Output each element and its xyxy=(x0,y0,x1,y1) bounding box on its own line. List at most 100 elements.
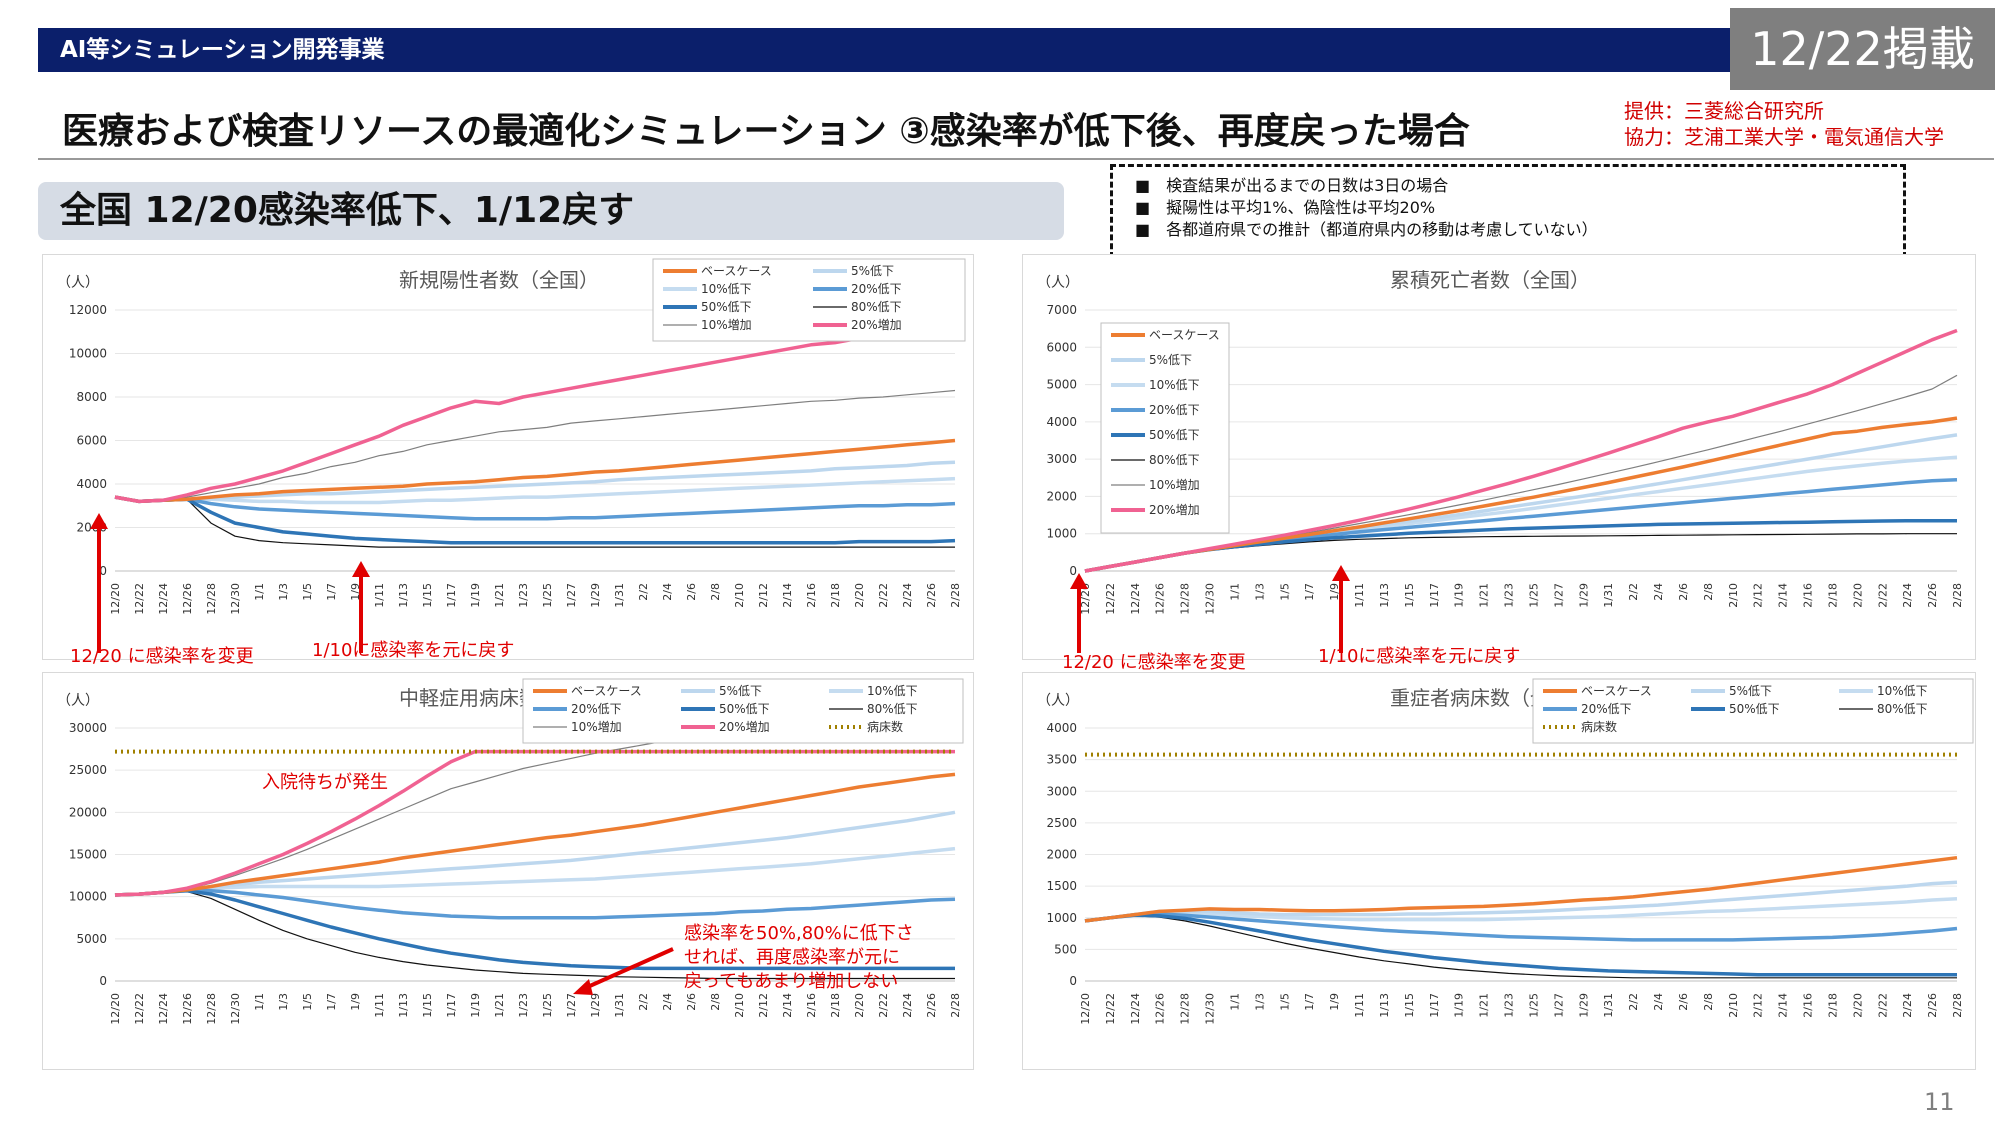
y-tick-label: 30000 xyxy=(69,721,107,735)
legend-label: 20%低下 xyxy=(1581,702,1632,716)
legend-label: 5%低下 xyxy=(719,684,762,698)
red-arrowhead xyxy=(352,561,370,577)
legend-label: 20%低下 xyxy=(1149,403,1200,417)
series-line xyxy=(114,496,955,548)
x-tick-label: 2/14 xyxy=(1777,583,1790,608)
legend-box xyxy=(652,258,966,342)
x-tick-label: 1/3 xyxy=(1253,583,1266,601)
x-tick-label: 1/11 xyxy=(373,993,386,1018)
x-tick-label: 2/28 xyxy=(949,993,962,1018)
chart-title: 累積死亡者数（全国） xyxy=(1390,268,1590,292)
x-tick-label: 2/4 xyxy=(1652,583,1665,601)
x-tick-label: 2/28 xyxy=(949,583,962,608)
x-tick-label: 12/28 xyxy=(1179,993,1192,1025)
x-tick-label: 2/18 xyxy=(829,583,842,608)
x-tick-label: 2/16 xyxy=(1802,993,1815,1018)
series-line xyxy=(114,846,956,897)
x-tick-label: 1/3 xyxy=(277,993,290,1011)
x-tick-label: 12/20 xyxy=(109,993,122,1025)
y-tick-label: 7000 xyxy=(1046,303,1077,317)
annotation-change-date: 12/20 に感染率を変更 xyxy=(70,646,254,667)
legend-box xyxy=(1532,678,1974,744)
x-tick-label: 2/4 xyxy=(661,583,674,601)
x-tick-label: 1/5 xyxy=(301,993,314,1011)
legend-label: 10%増加 xyxy=(701,318,752,332)
legend-label: 80%低下 xyxy=(1149,453,1200,467)
credit-provider: 提供：三菱総合研究所 xyxy=(1624,99,1824,123)
x-tick-label: 1/1 xyxy=(1228,993,1241,1011)
x-tick-label: 1/11 xyxy=(373,583,386,608)
x-tick-label: 1/23 xyxy=(1503,583,1516,608)
legend-label: ベースケース xyxy=(571,684,642,698)
legend-label: 50%低下 xyxy=(701,300,752,314)
x-tick-label: 1/15 xyxy=(1403,583,1416,608)
y-tick-label: 12000 xyxy=(69,303,107,317)
title-divider xyxy=(38,158,1994,160)
x-tick-label: 1/21 xyxy=(1478,993,1491,1018)
x-tick-label: 2/24 xyxy=(1901,993,1914,1018)
series-line xyxy=(114,389,956,502)
y-tick-label: 15000 xyxy=(69,848,107,862)
series-line xyxy=(114,460,956,504)
x-tick-label: 1/15 xyxy=(421,993,434,1018)
y-tick-label: 10000 xyxy=(69,347,107,361)
x-tick-label: 2/14 xyxy=(1777,993,1790,1018)
annotation-restore-date: 1/10に感染率を元に戻す xyxy=(312,640,515,661)
y-tick-label: 6000 xyxy=(76,434,107,448)
series-line xyxy=(114,495,956,521)
x-tick-label: 1/17 xyxy=(1428,583,1441,608)
x-tick-label: 2/6 xyxy=(1677,993,1690,1011)
y-tick-label: 0 xyxy=(1069,564,1077,578)
x-tick-label: 1/7 xyxy=(1303,583,1316,601)
x-tick-label: 1/19 xyxy=(469,993,482,1018)
red-arrowhead xyxy=(90,513,108,529)
note-item: ■ 擬陽性は平均1%、偽陰性は平均20% xyxy=(1135,198,1436,217)
x-tick-label: 1/13 xyxy=(1378,993,1391,1018)
x-tick-label: 2/6 xyxy=(685,583,698,601)
x-tick-label: 2/6 xyxy=(685,993,698,1011)
legend-label: 50%低下 xyxy=(1149,428,1200,442)
x-tick-label: 1/23 xyxy=(517,583,530,608)
page-title: 医療および検査リソースの最適化シミュレーション ③感染率が低下後、再度戻った場合 xyxy=(62,111,1470,152)
x-tick-label: 12/24 xyxy=(157,993,170,1025)
x-tick-label: 2/4 xyxy=(661,993,674,1011)
y-tick-label: 0 xyxy=(1069,974,1077,988)
program-banner: AI等シミュレーション開発事業 xyxy=(38,28,1738,72)
x-tick-label: 1/5 xyxy=(1278,993,1291,1011)
legend-label: 10%低下 xyxy=(1149,378,1200,392)
y-tick-label: 10000 xyxy=(69,890,107,904)
x-tick-label: 2/22 xyxy=(1876,583,1889,608)
x-tick-label: 2/18 xyxy=(1826,583,1839,608)
x-tick-label: 2/6 xyxy=(1677,583,1690,601)
x-tick-label: 2/16 xyxy=(805,993,818,1018)
x-tick-label: 2/28 xyxy=(1951,583,1964,608)
x-tick-label: 1/3 xyxy=(277,583,290,601)
x-tick-label: 1/25 xyxy=(1527,583,1540,608)
legend-label: 80%低下 xyxy=(851,300,902,314)
x-tick-label: 1/19 xyxy=(1453,993,1466,1018)
x-tick-label: 1/15 xyxy=(421,583,434,608)
y-tick-label: 2000 xyxy=(1046,489,1077,503)
x-tick-label: 1/27 xyxy=(565,583,578,608)
y-tick-label: 3000 xyxy=(1046,784,1077,798)
red-arrowhead xyxy=(1332,565,1350,581)
credit-cooperation: 協力：芝浦工業大学・電気通信大学 xyxy=(1624,125,1944,149)
x-tick-label: 1/1 xyxy=(253,993,266,1011)
x-tick-label: 1/29 xyxy=(1577,583,1590,608)
x-tick-label: 2/10 xyxy=(733,583,746,608)
legend-label: 病床数 xyxy=(867,719,903,734)
series-line xyxy=(114,772,956,897)
x-tick-label: 2/10 xyxy=(1727,993,1740,1018)
x-tick-label: 12/24 xyxy=(157,583,170,615)
red-arrowhead xyxy=(1070,573,1088,589)
x-tick-label: 1/17 xyxy=(1428,993,1441,1018)
x-tick-label: 1/7 xyxy=(325,993,338,1011)
x-tick-label: 1/11 xyxy=(1353,583,1366,608)
x-tick-label: 2/20 xyxy=(853,993,866,1018)
x-tick-label: 1/13 xyxy=(397,993,410,1018)
y-tick-label: 8000 xyxy=(76,390,107,404)
x-tick-label: 12/30 xyxy=(1204,993,1217,1025)
series-line xyxy=(114,888,956,920)
x-tick-label: 1/7 xyxy=(1303,993,1316,1011)
x-tick-label: 1/7 xyxy=(325,583,338,601)
